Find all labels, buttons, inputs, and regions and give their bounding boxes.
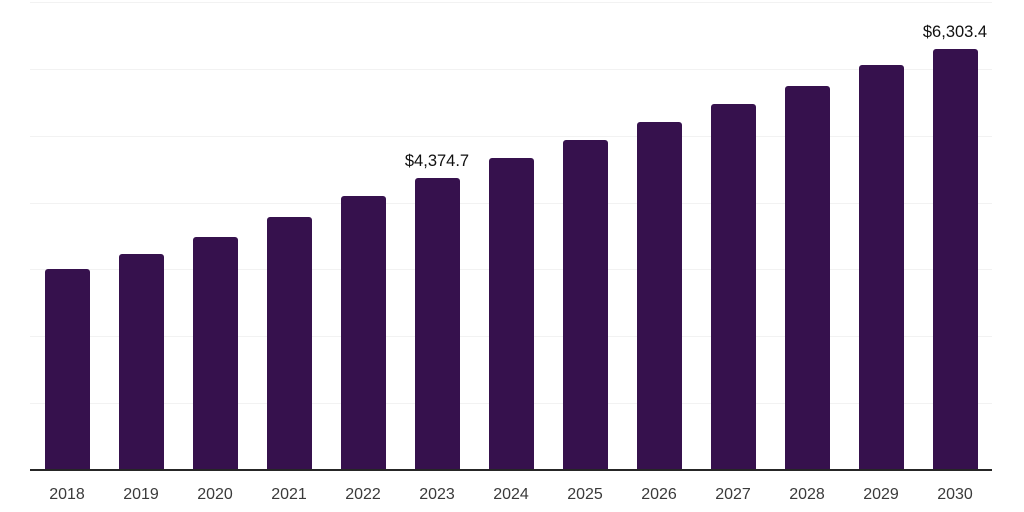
bar-2020[interactable] [192,237,238,470]
x-tick-2025: 2025 [567,486,603,503]
bar-2028[interactable] [784,85,830,470]
x-tick-2021: 2021 [271,486,307,503]
gridline-6000 [30,68,992,70]
bar-2025[interactable] [562,140,608,470]
x-tick-2023: 2023 [419,486,455,503]
gridline-7000 [30,2,992,3]
bar-2018[interactable] [44,269,90,470]
bar-2026[interactable] [636,122,682,470]
x-tick-2030: 2030 [937,486,973,503]
bar-2029[interactable] [858,65,904,470]
x-tick-2020: 2020 [197,486,233,503]
bar-2021[interactable] [266,216,312,470]
x-tick-2029: 2029 [863,486,899,503]
x-tick-2026: 2026 [641,486,677,503]
x-tick-2022: 2022 [345,486,381,503]
bar-value-label-2023: $4,374.7 [404,151,470,170]
bar-2024[interactable] [488,158,534,470]
bar-2022[interactable] [340,196,386,470]
bar-2027[interactable] [710,103,756,470]
x-tick-2024: 2024 [493,486,529,503]
gridline-5000 [30,135,992,137]
bar-2030[interactable] [932,48,978,470]
x-tick-2028: 2028 [789,486,825,503]
x-tick-2027: 2027 [715,486,751,503]
bar-value-label-2030: $6,303.4 [922,22,988,41]
bar-2023[interactable] [414,177,460,470]
x-axis-line [30,469,992,471]
bar-2019[interactable] [118,254,164,470]
x-tick-2019: 2019 [123,486,159,503]
x-tick-2018: 2018 [49,486,85,503]
